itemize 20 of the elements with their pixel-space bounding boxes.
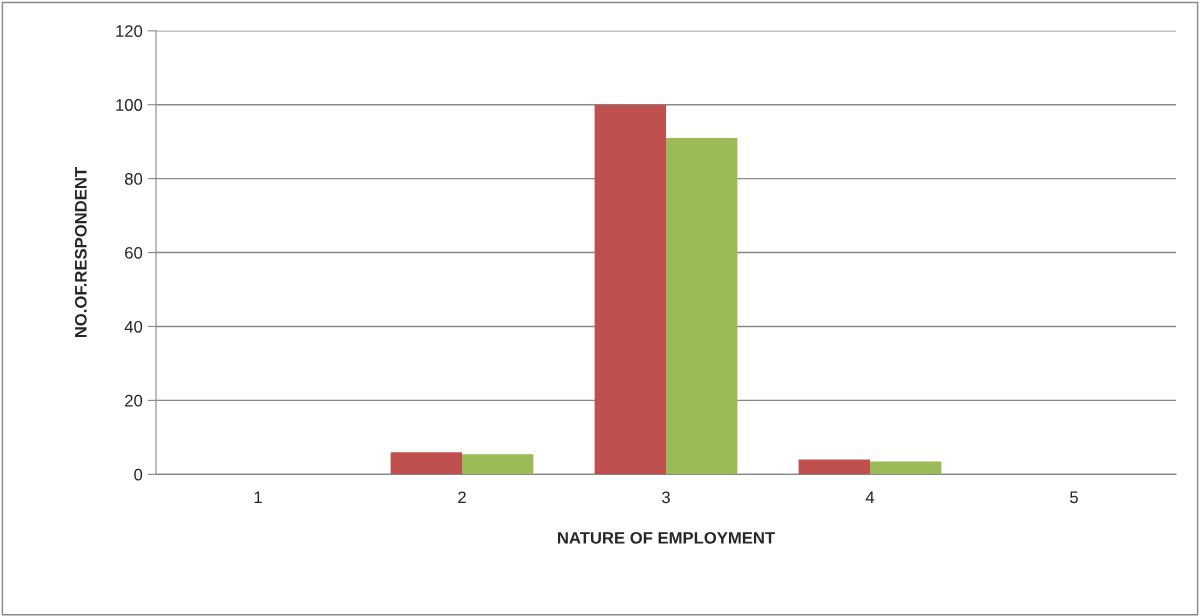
y-tick-label: 20 (125, 394, 143, 407)
bar (870, 461, 942, 475)
bar (462, 454, 534, 475)
y-tick-label: 0 (134, 468, 143, 481)
bar (666, 137, 738, 475)
x-tick-label: 5 (1070, 491, 1078, 504)
y-tick-label: 40 (124, 320, 143, 333)
x-tick-label: 2 (458, 491, 466, 504)
bar (798, 459, 870, 475)
x-axis-title: NATURE OF EMPLOYMENT (558, 531, 775, 544)
y-tick-label: 120 (116, 25, 143, 37)
y-tick-label: 100 (116, 99, 143, 111)
bar (594, 104, 666, 475)
y-axis-title: NO.OF.RESPONDENT (74, 167, 87, 338)
x-tick-label: 3 (662, 491, 670, 504)
y-tick-label: 60 (125, 246, 143, 259)
x-tick-label: 1 (254, 491, 262, 504)
x-tick-label: 4 (865, 491, 875, 504)
bar (390, 452, 462, 475)
y-tick-label: 80 (124, 173, 143, 185)
